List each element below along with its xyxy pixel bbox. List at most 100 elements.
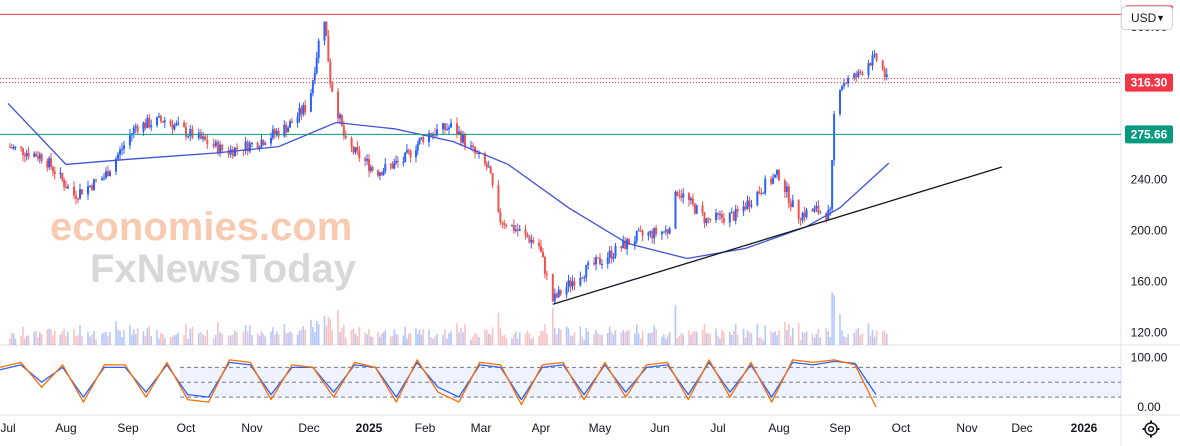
volume-bar: [542, 331, 544, 345]
trendline-line[interactable]: [552, 166, 1003, 305]
volume-bar: [119, 330, 121, 345]
volume-bar: [61, 331, 64, 345]
candle: [67, 183, 69, 189]
candle: [21, 147, 24, 161]
volume-bar: [93, 331, 95, 345]
candle: [791, 194, 794, 208]
candle: [202, 131, 205, 143]
time-tick-label: Feb: [415, 421, 436, 435]
volume-bar: [81, 336, 83, 345]
candle: [626, 237, 629, 255]
volume-bar: [354, 333, 357, 345]
volume-bar: [389, 336, 392, 345]
currency-selector[interactable]: USD ▼: [1121, 6, 1173, 30]
candle: [61, 172, 64, 182]
candle: [666, 228, 669, 239]
volume-bar: [275, 331, 278, 345]
volume-bar: [503, 334, 506, 345]
trendline[interactable]: [552, 166, 1003, 305]
volume-bar: [402, 335, 405, 345]
candle: [855, 70, 858, 83]
candle: [664, 225, 667, 236]
watermark: economies.com FxNewsToday: [50, 205, 357, 291]
candle: [705, 218, 708, 227]
candle: [337, 87, 340, 123]
volume-bar: [682, 334, 684, 345]
volume-bar: [734, 324, 737, 345]
volume-bar: [788, 323, 790, 345]
volume-bar: [371, 336, 374, 345]
volume-bar: [839, 313, 841, 345]
price-tick-label: 160.00: [1131, 274, 1168, 288]
volume-bar: [764, 325, 767, 345]
candle: [169, 119, 172, 127]
volume-bar: [287, 332, 289, 345]
candle: [789, 198, 792, 212]
volume-bar: [573, 332, 576, 345]
candle: [378, 171, 381, 181]
candle: [352, 145, 355, 155]
volume-bar: [559, 329, 562, 345]
candle: [545, 270, 548, 281]
volume-bar: [585, 327, 588, 345]
volume-bar: [14, 338, 17, 345]
candle: [185, 122, 187, 141]
candle: [89, 185, 91, 188]
volume-bar: [538, 336, 540, 345]
volume-bar: [9, 338, 11, 345]
candle: [368, 154, 370, 178]
candle: [59, 167, 62, 179]
candle: [489, 165, 492, 174]
volume-bar: [827, 331, 829, 345]
volume-bar: [526, 330, 529, 345]
candle: [309, 89, 312, 113]
candle: [485, 160, 488, 171]
moving-average: [7, 102, 890, 260]
stochastic-axis: 0.00 100.00: [1131, 350, 1168, 414]
volume-bar: [302, 325, 305, 345]
gear-icon[interactable]: [1141, 419, 1161, 439]
candles: [8, 21, 888, 304]
volume-bar: [212, 338, 215, 345]
volume-bar: [651, 332, 654, 345]
time-tick-label: May: [589, 421, 612, 435]
volume-bar: [339, 332, 341, 345]
volume-bar: [857, 327, 860, 345]
volume-bar: [131, 334, 133, 345]
volume-bar: [202, 334, 204, 345]
candle: [811, 207, 814, 212]
candle: [555, 292, 558, 299]
volume-bar: [232, 334, 234, 345]
candle: [526, 232, 529, 238]
candle: [839, 89, 841, 117]
candle: [707, 217, 710, 224]
volume-bar: [464, 324, 466, 345]
candle: [380, 171, 383, 176]
candle: [756, 190, 759, 207]
volume-bar: [89, 336, 91, 345]
candle: [391, 161, 394, 169]
candle: [633, 235, 636, 250]
time-axis[interactable]: Jul Aug Sep Oct Nov Dec 2025 Feb Mar Apr May Jun Jul…: [0, 421, 1097, 435]
candle: [214, 139, 217, 148]
volume-bar: [606, 333, 609, 345]
candle: [212, 138, 215, 150]
volume-bar: [873, 336, 876, 345]
volume-bar: [825, 327, 828, 345]
candle: [567, 274, 570, 293]
candle: [382, 167, 385, 176]
volume-bar: [191, 326, 194, 345]
candle: [395, 155, 398, 165]
volume-bar: [583, 340, 586, 345]
volume-bar: [158, 338, 160, 345]
candle: [744, 202, 747, 211]
volume-bar: [853, 332, 856, 345]
candle: [728, 212, 731, 228]
candle: [105, 167, 107, 180]
volume-bar: [456, 322, 458, 345]
candle: [298, 102, 301, 123]
volume-bar: [501, 335, 504, 345]
candle: [722, 213, 725, 225]
